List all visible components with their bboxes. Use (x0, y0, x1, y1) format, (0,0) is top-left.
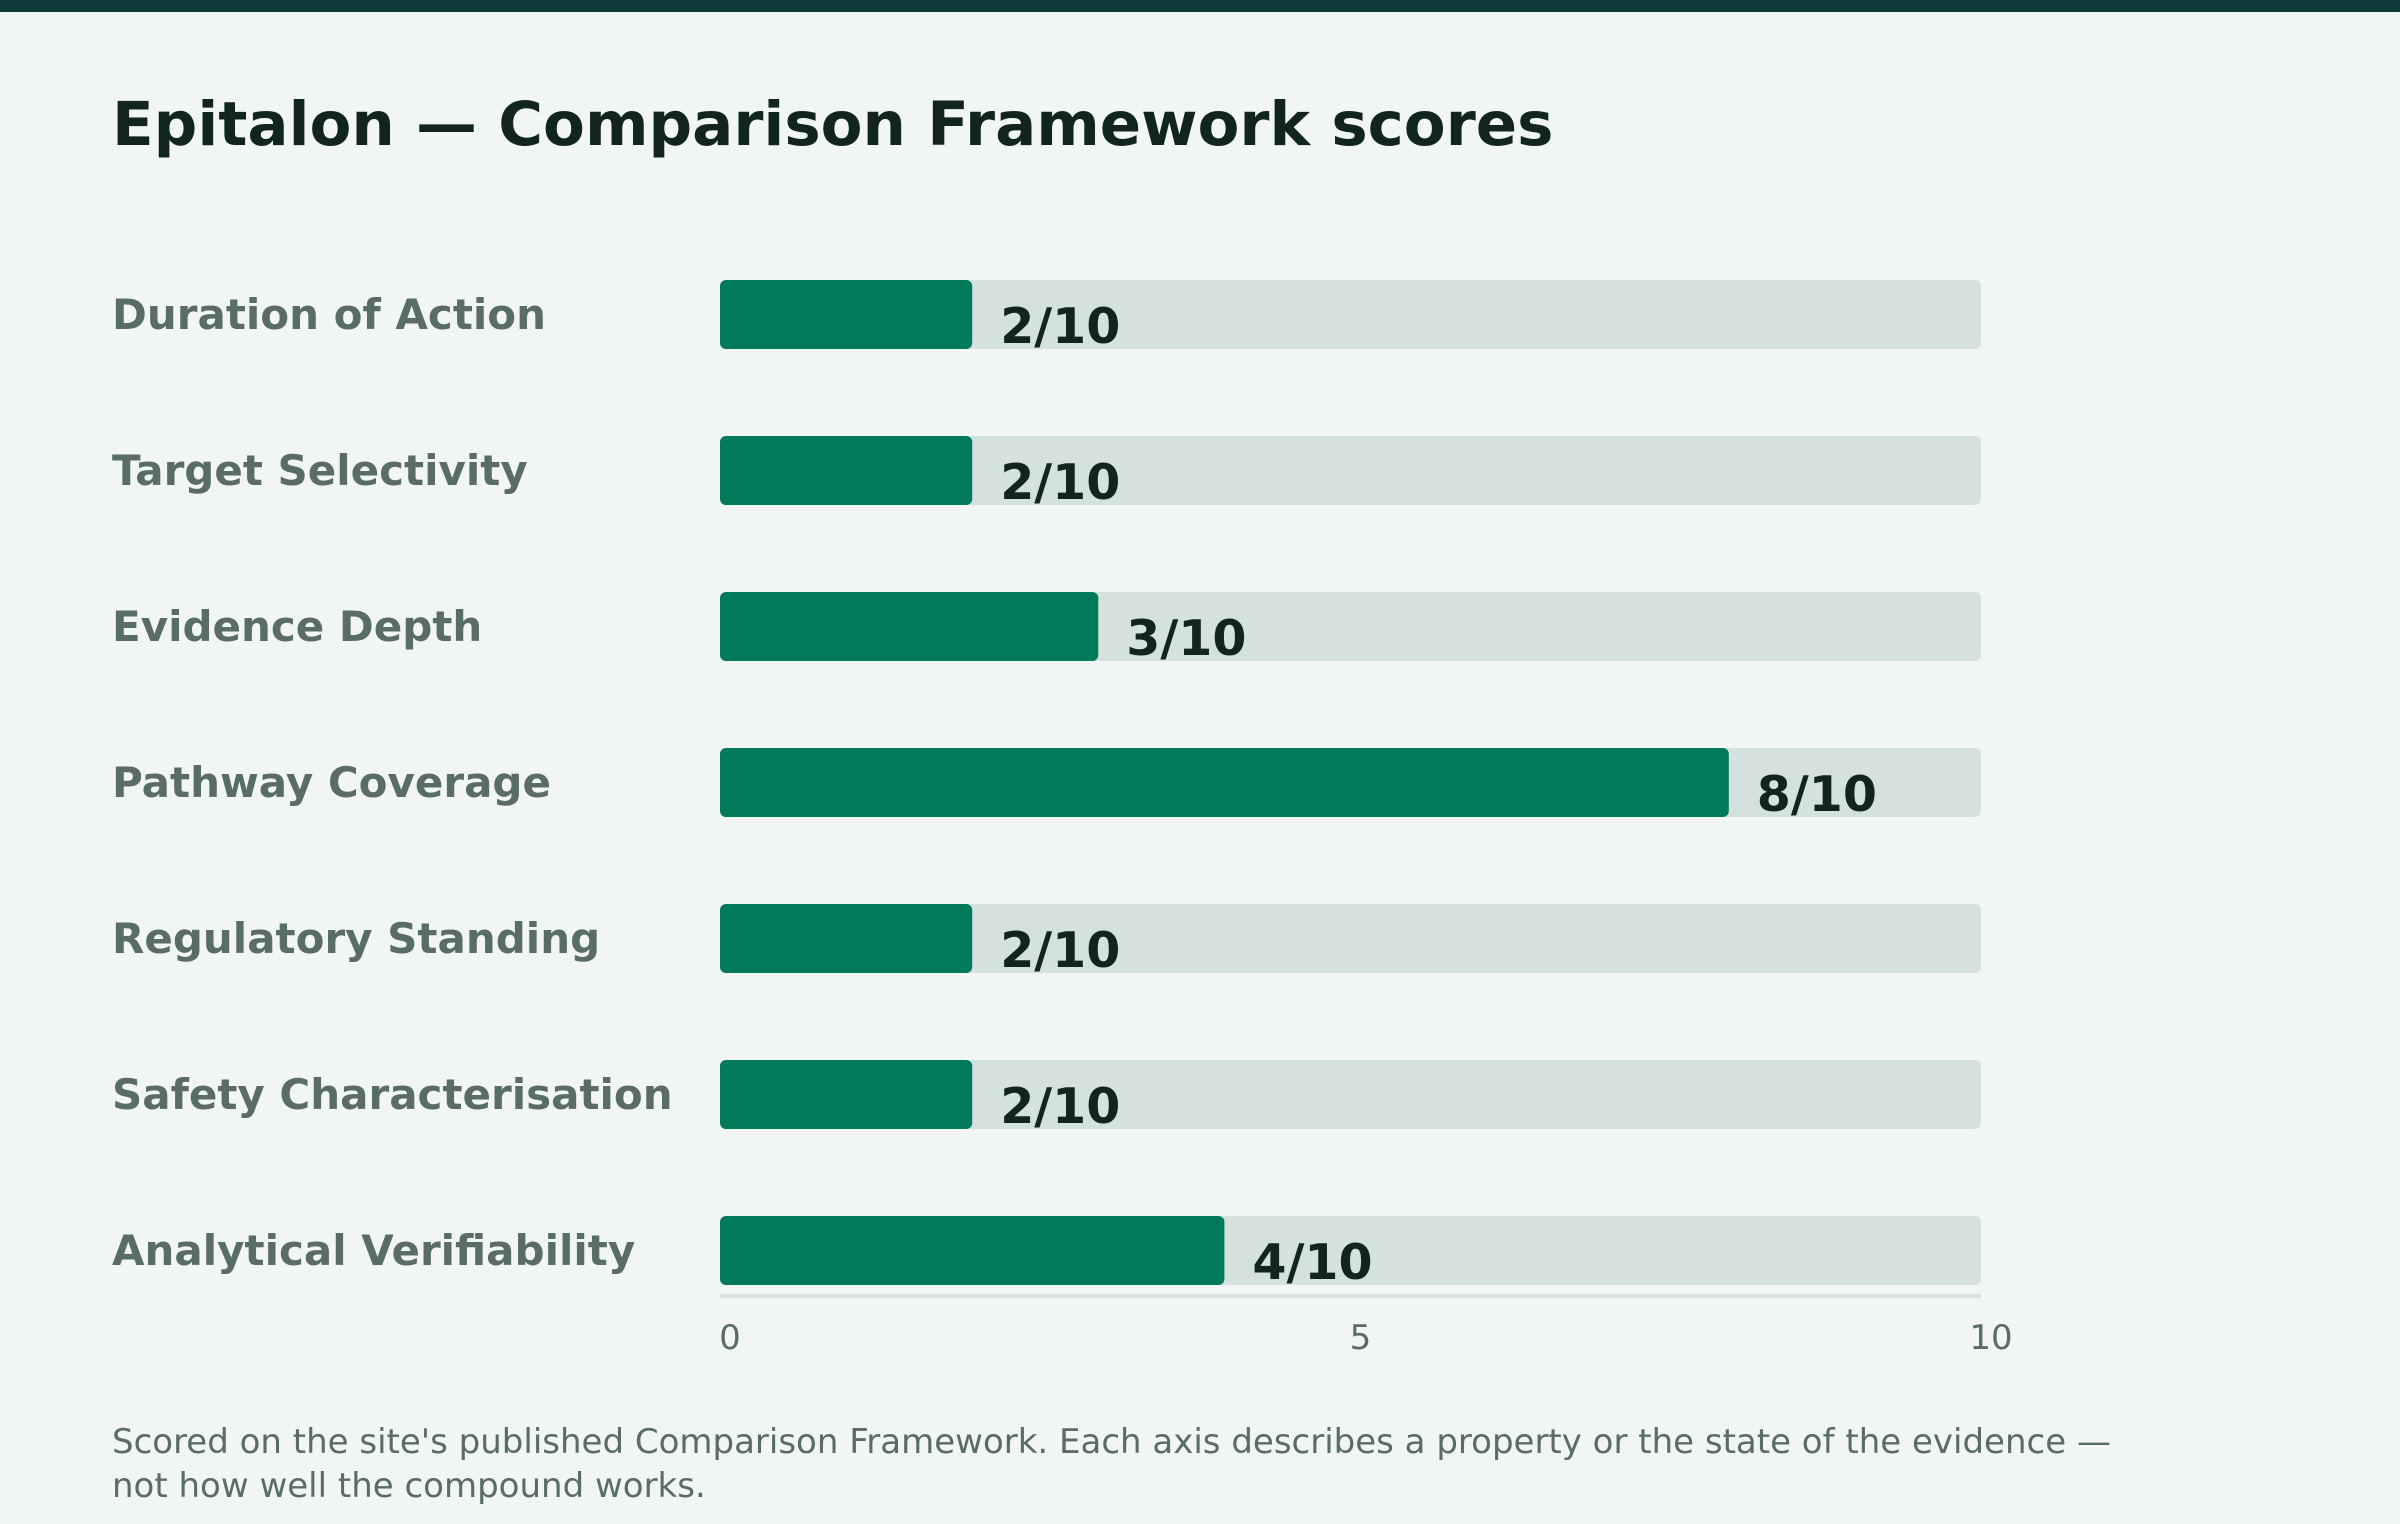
value-label: 2/10 (1000, 1078, 1120, 1135)
bar (720, 280, 973, 349)
top-accent-bar (0, 0, 2400, 12)
bar-track (720, 436, 1981, 505)
bar-track (720, 280, 1981, 349)
value-label: 2/10 (1000, 298, 1120, 355)
bar (720, 748, 1729, 817)
category-label: Regulatory Standing (112, 914, 600, 963)
category-label: Pathway Coverage (112, 758, 551, 807)
category-label: Safety Characterisation (112, 1070, 673, 1119)
bar (720, 904, 973, 973)
bar (720, 592, 1099, 661)
category-label: Evidence Depth (112, 602, 482, 651)
value-label: 2/10 (1000, 922, 1120, 979)
chart-title: Epitalon — Comparison Framework scores (112, 89, 1554, 160)
category-label: Duration of Action (112, 290, 546, 339)
x-tick-label: 5 (1350, 1318, 1372, 1358)
bar (720, 1216, 1225, 1285)
value-label: 4/10 (1252, 1234, 1372, 1291)
bar-chart: Duration of Action 2/10 Target Selectivity… (112, 280, 2013, 1358)
value-label: 8/10 (1757, 766, 1877, 823)
category-label: Target Selectivity (112, 446, 528, 495)
value-label: 3/10 (1126, 610, 1246, 667)
value-label: 2/10 (1000, 454, 1120, 511)
bar-track (720, 1060, 1981, 1129)
bar-track (720, 904, 1981, 973)
x-tick-label: 10 (1969, 1318, 2012, 1358)
bar (720, 436, 973, 505)
category-label: Analytical Verifiability (112, 1226, 635, 1275)
chart-footnote: Scored on the site's published Compariso… (112, 1422, 2111, 1506)
x-tick-label: 0 (719, 1318, 741, 1358)
bar (720, 1060, 973, 1129)
